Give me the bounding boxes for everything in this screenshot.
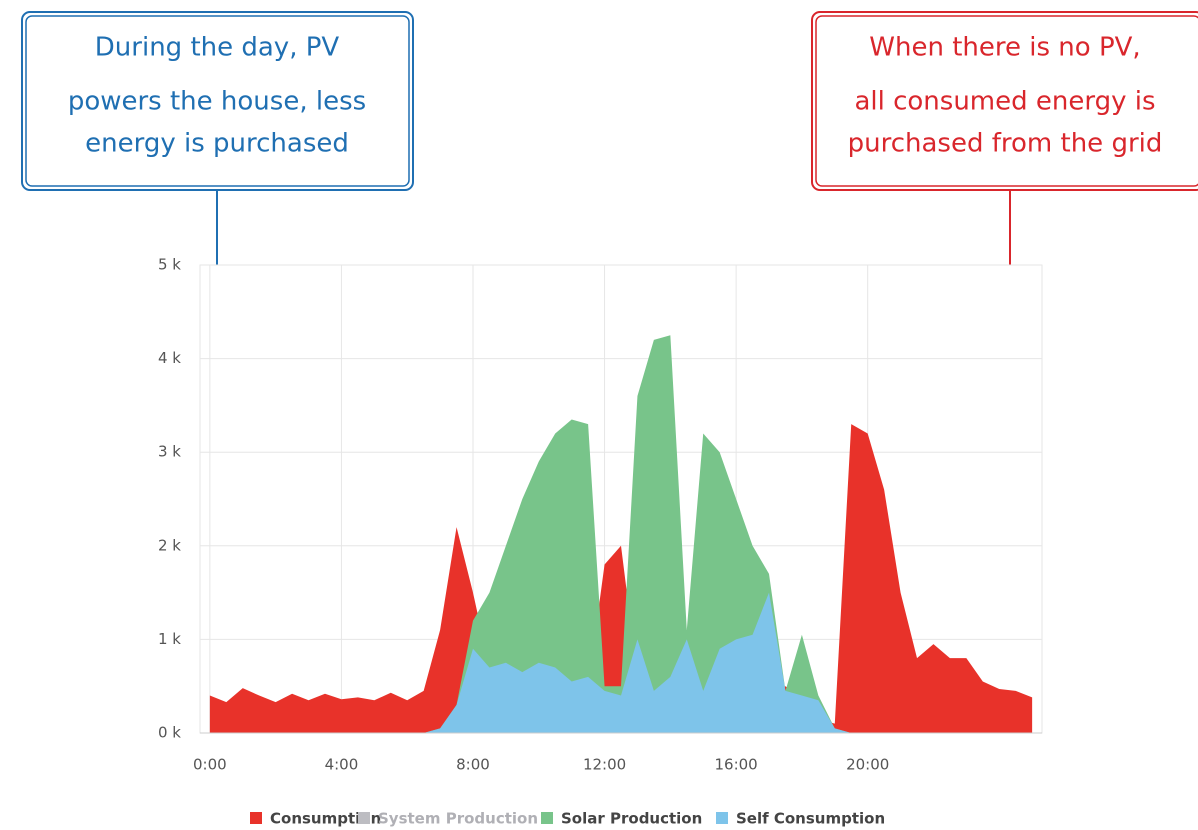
plot: 0 k 1 k 2 k 3 k 4 k 5 k 0:00 4:00 8:00 12:00 16:00… <box>158 256 1043 774</box>
legend-swatch <box>250 812 262 824</box>
legend-label: Solar Production <box>561 810 702 828</box>
y-tick-label: 2 k <box>158 536 181 554</box>
callout-text: powers the house, less <box>68 87 366 117</box>
x-tick-label: 4:00 <box>325 756 359 774</box>
area <box>209 592 1033 733</box>
x-tick-label: 16:00 <box>715 756 758 774</box>
legend-label: System Production <box>378 810 538 828</box>
legend-swatch <box>358 812 370 824</box>
y-tick-label: 5 k <box>158 256 181 274</box>
x-tick-label: 0:00 <box>193 756 227 774</box>
y-tick-label: 4 k <box>158 349 181 367</box>
y-tick-label: 1 k <box>158 630 181 648</box>
legend-label: Consumption <box>270 810 381 828</box>
area <box>209 424 1033 733</box>
legend-label: Self Consumption <box>736 810 885 828</box>
callout-text: During the day, PV <box>95 33 340 63</box>
y-tick-label: 0 k <box>158 724 181 742</box>
callout-text: all consumed energy is <box>854 87 1155 117</box>
x-tick-label: 20:00 <box>846 756 889 774</box>
legend-swatch <box>541 812 553 824</box>
x-tick-label: 12:00 <box>583 756 626 774</box>
callout-text: energy is purchased <box>85 129 349 159</box>
callout-text: When there is no PV, <box>869 33 1140 63</box>
x-tick-label: 8:00 <box>456 756 490 774</box>
callout-text: purchased from the grid <box>848 129 1163 159</box>
y-tick-label: 3 k <box>158 443 181 461</box>
legend-swatch <box>716 812 728 824</box>
